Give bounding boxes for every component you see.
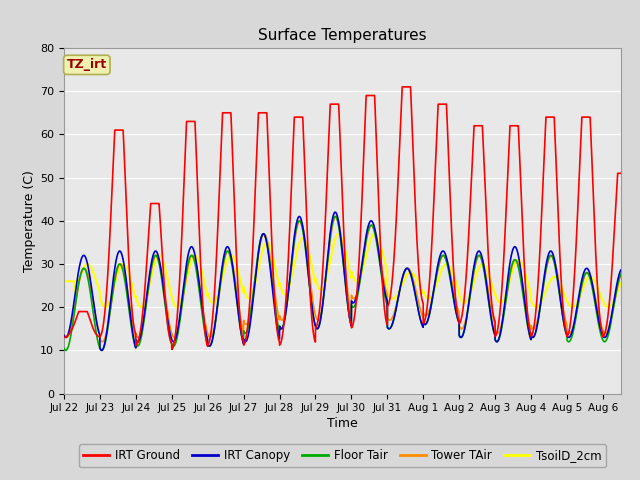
- IRT Ground: [260, 110, 268, 116]
- Legend: IRT Ground, IRT Canopy, Floor Tair, Tower TAir, TsoilD_2cm: IRT Ground, IRT Canopy, Floor Tair, Towe…: [79, 444, 606, 467]
- TsoilD_2cm: [259, 245, 267, 251]
- Floor Tair: [516, 276, 524, 281]
- TsoilD_2cm: [516, 258, 524, 264]
- IRT Canopy: [411, 289, 419, 295]
- TsoilD_2cm: [617, 280, 625, 286]
- IRT Ground: [364, 93, 372, 98]
- IRT Canopy: [335, 218, 342, 224]
- IRT Canopy: [238, 336, 246, 341]
- Tower TAir: [335, 218, 342, 224]
- Floor Tair: [60, 346, 68, 351]
- IRT Canopy: [98, 348, 106, 353]
- Floor Tair: [335, 222, 342, 228]
- Floor Tair: [62, 348, 70, 353]
- Tower TAir: [516, 270, 524, 276]
- TsoilD_2cm: [238, 285, 246, 290]
- Line: Floor Tair: Floor Tair: [64, 216, 621, 350]
- IRT Canopy: [617, 267, 625, 273]
- TsoilD_2cm: [364, 246, 372, 252]
- Tower TAir: [260, 231, 268, 237]
- Line: TsoilD_2cm: TsoilD_2cm: [64, 234, 621, 307]
- IRT Canopy: [260, 231, 268, 237]
- Tower TAir: [617, 273, 625, 278]
- Floor Tair: [332, 214, 339, 219]
- TsoilD_2cm: [604, 304, 612, 310]
- IRT Canopy: [516, 266, 524, 272]
- Floor Tair: [411, 289, 419, 295]
- X-axis label: Time: Time: [327, 418, 358, 431]
- Y-axis label: Temperature (C): Temperature (C): [23, 170, 36, 272]
- IRT Canopy: [364, 223, 372, 229]
- IRT Ground: [238, 334, 246, 340]
- IRT Canopy: [60, 333, 68, 338]
- TsoilD_2cm: [411, 273, 419, 278]
- TsoilD_2cm: [371, 231, 378, 237]
- Title: Surface Temperatures: Surface Temperatures: [258, 28, 427, 43]
- IRT Ground: [516, 176, 524, 182]
- Line: IRT Ground: IRT Ground: [64, 87, 621, 349]
- TsoilD_2cm: [60, 278, 68, 284]
- Tower TAir: [332, 214, 340, 219]
- IRT Ground: [398, 84, 406, 90]
- IRT Ground: [168, 347, 175, 352]
- Tower TAir: [238, 325, 246, 331]
- Tower TAir: [99, 339, 106, 345]
- IRT Ground: [60, 335, 68, 340]
- Tower TAir: [60, 331, 68, 337]
- IRT Ground: [617, 170, 625, 176]
- Line: IRT Canopy: IRT Canopy: [64, 212, 621, 350]
- TsoilD_2cm: [334, 231, 342, 237]
- Floor Tair: [364, 228, 372, 233]
- Tower TAir: [411, 283, 419, 288]
- Line: Tower TAir: Tower TAir: [64, 216, 621, 342]
- Text: TZ_irt: TZ_irt: [67, 59, 107, 72]
- IRT Canopy: [332, 209, 339, 215]
- IRT Ground: [411, 191, 419, 196]
- IRT Ground: [335, 101, 342, 107]
- Floor Tair: [238, 336, 246, 342]
- Floor Tair: [260, 231, 268, 237]
- Tower TAir: [364, 229, 372, 235]
- Floor Tair: [617, 272, 625, 277]
